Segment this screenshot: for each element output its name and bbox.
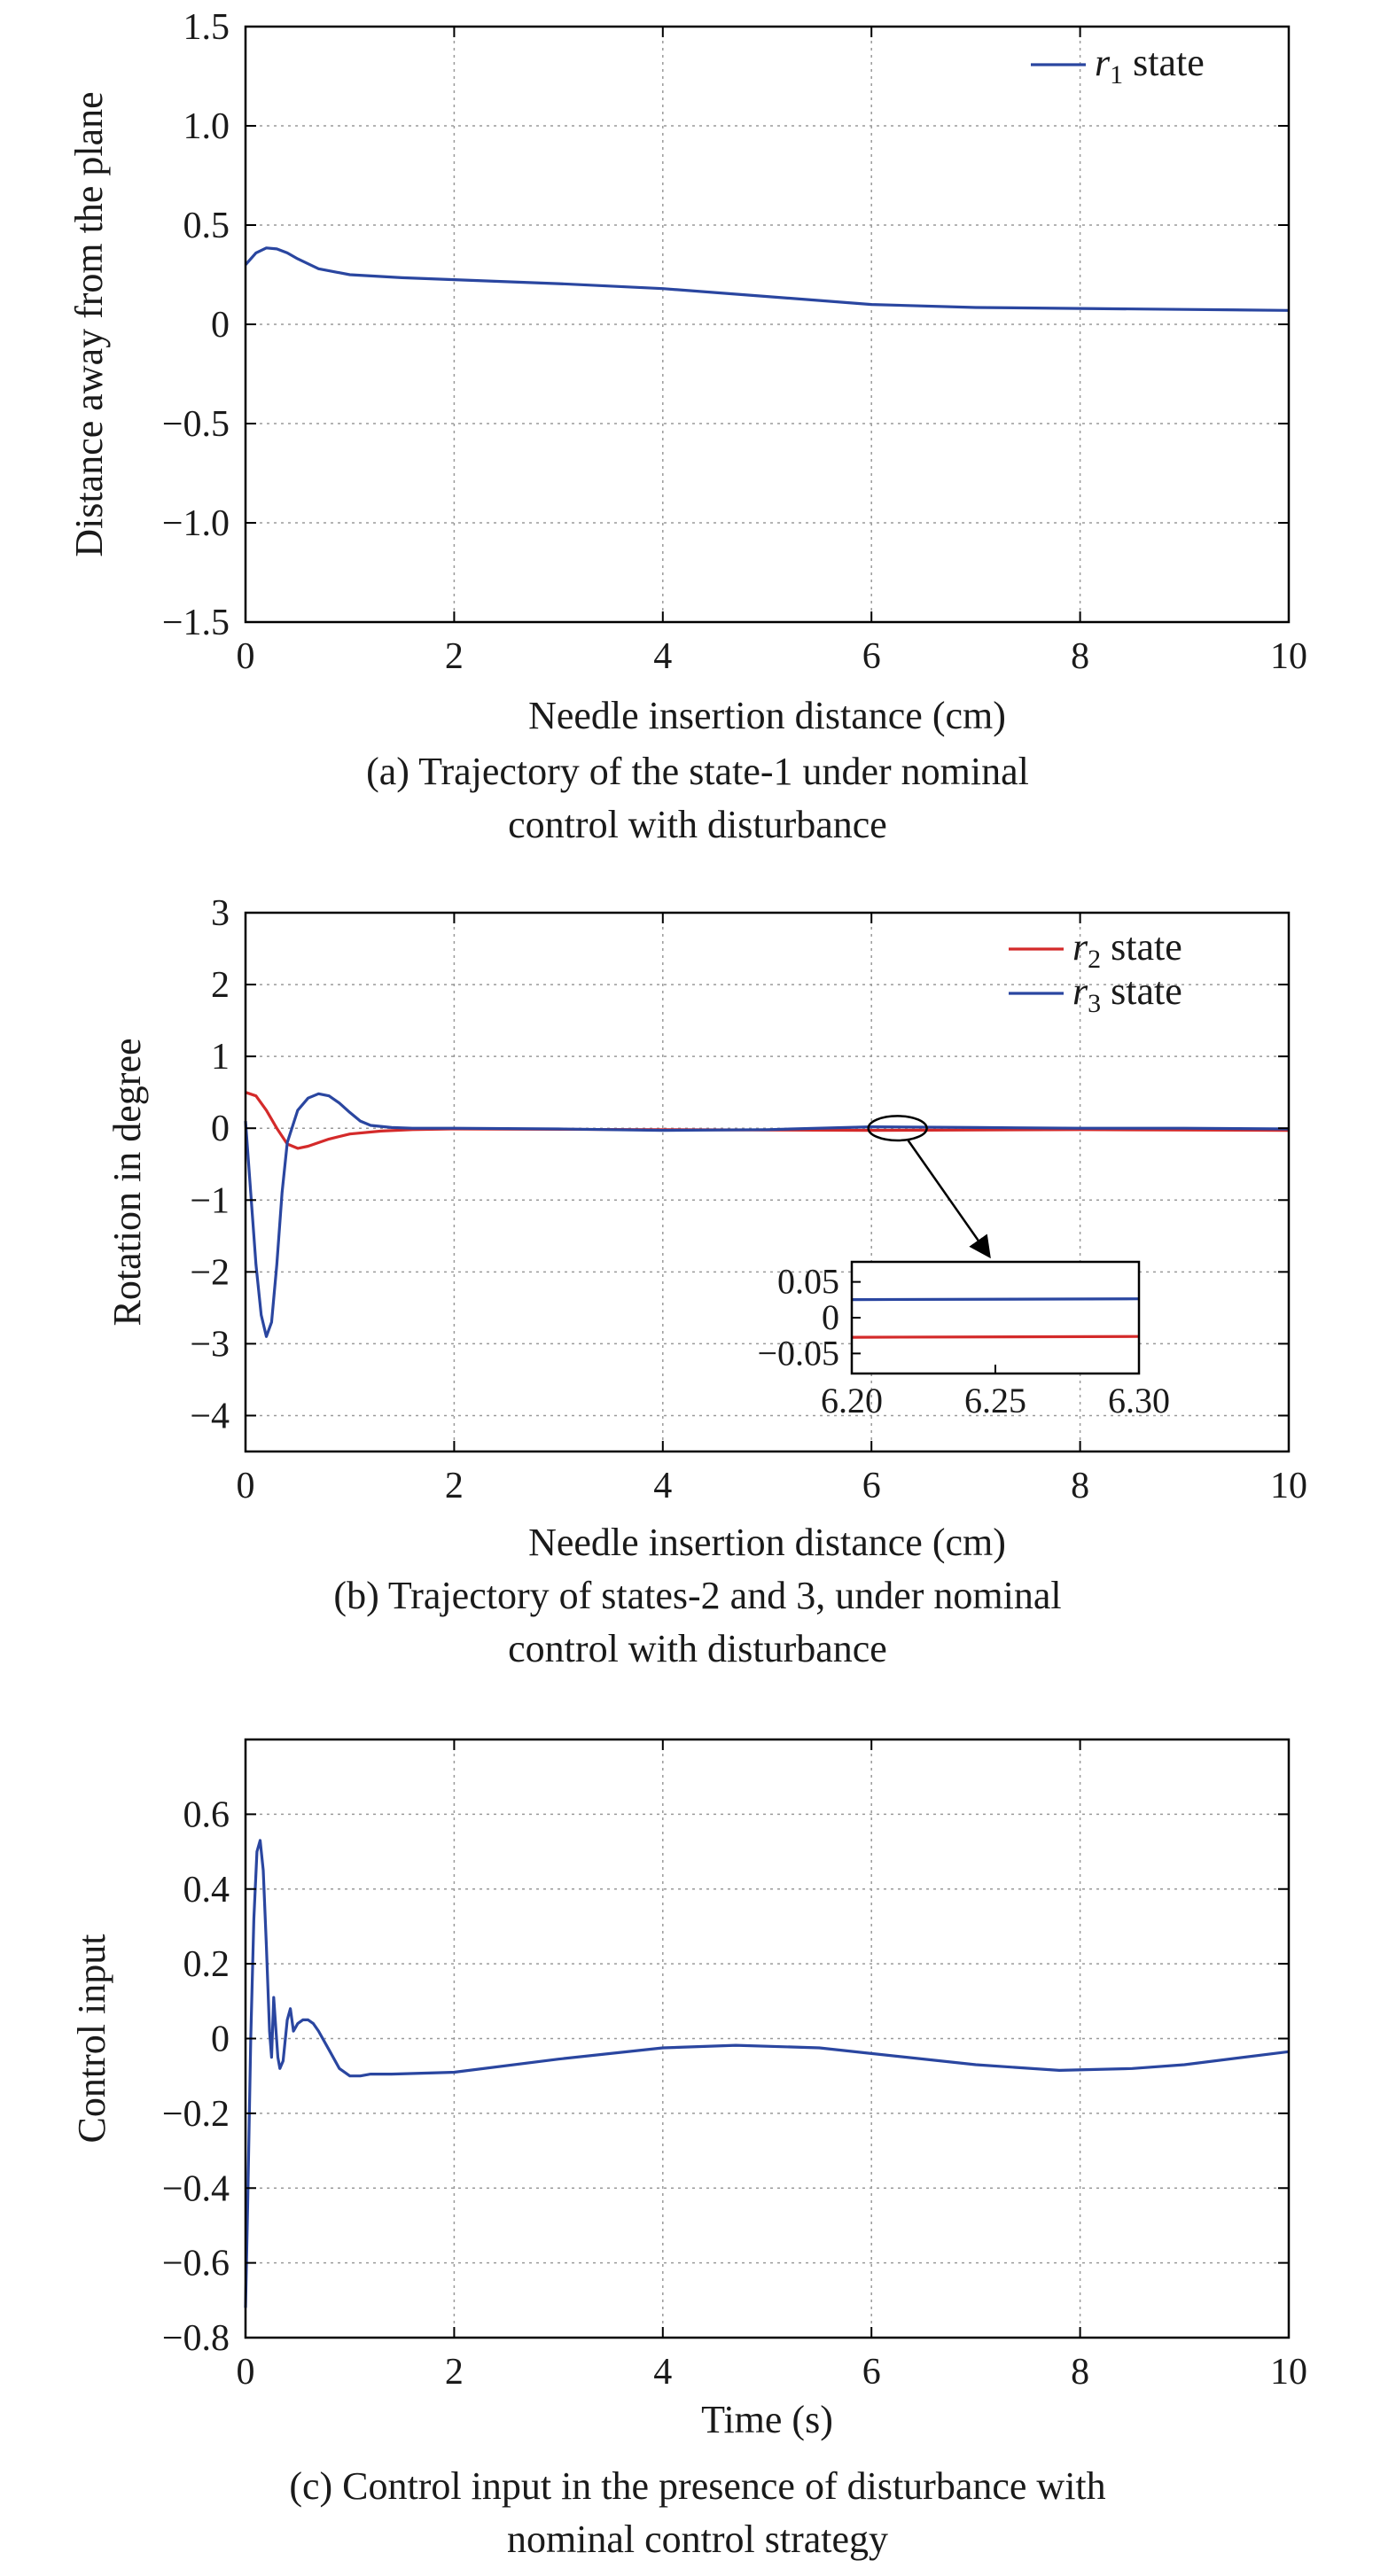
y-tick-label: −2 (190, 1252, 230, 1293)
y-tick-label: 0 (211, 1109, 230, 1149)
y-tick-label: 1.0 (183, 106, 230, 147)
x-tick-label: 2 (445, 1466, 464, 1506)
y-tick-label: −0.6 (162, 2244, 230, 2284)
grid-c (246, 1739, 1289, 2338)
y-tick-label: 0 (211, 2020, 230, 2060)
panel-c: 0 2 4 6 8 10 0.6 0.4 0.2 0 −0.2 −0.4 −0.6 −0.8 Time (… (70, 1738, 1307, 2561)
x-tick-label: 10 (1270, 2352, 1307, 2393)
inset-y-tick-label: −0.05 (757, 1333, 839, 1373)
series-layer-c (244, 1839, 1290, 2308)
y-axis-label-b: Rotation in degree (105, 1038, 149, 1326)
legend-symbol-r1: r (1095, 41, 1111, 84)
legend-rest-r1: state (1123, 41, 1205, 84)
x-tick-label: 10 (1270, 636, 1307, 677)
legend-subscript-r1: 1 (1110, 60, 1123, 89)
x-tick-label: 0 (237, 2352, 255, 2393)
legend-rest-r2: state (1101, 925, 1182, 969)
inset-x-tick-label: 6.30 (1108, 1381, 1170, 1420)
y-tick-label: −0.2 (162, 2094, 230, 2135)
legend-label-r1: r1 state (1095, 41, 1205, 89)
y-axis-label-a: Distance away from the plane (67, 91, 111, 556)
y-tick-label: 0.5 (183, 206, 230, 246)
zoom-highlight-ellipse (867, 1115, 928, 1142)
x-axis-label-b: Needle insertion distance (cm) (528, 1521, 1006, 1564)
zoom-inset: 0.050−0.05 6.20 6.25 6.30 (757, 1260, 1170, 1420)
x-tick-label: 8 (1071, 636, 1089, 677)
zoom-arrow (907, 1140, 991, 1259)
y-tick-label: 1.5 (183, 7, 230, 48)
plot-frame-b (244, 911, 1291, 1453)
inset-background (852, 1262, 1139, 1374)
x-tick-label: 4 (653, 2352, 672, 2393)
inset-series-line-1 (851, 1335, 1140, 1339)
x-tick-label: 6 (862, 2352, 881, 2393)
inset-y-tick-label: 0.05 (777, 1262, 839, 1302)
inset-y-tick-label: 0 (822, 1297, 839, 1337)
legend-subscript-r2: 2 (1088, 945, 1101, 974)
series-line-a-0 (244, 246, 1290, 312)
series-layer-a (244, 246, 1290, 312)
x-tick-label: 0 (237, 1466, 255, 1506)
legend-symbol-r2: r (1072, 925, 1088, 969)
series-layer-b (244, 1091, 1290, 1338)
y-tick-label: −0.5 (162, 404, 230, 445)
x-axis-label-c: Time (s) (701, 2398, 833, 2441)
series-line-b-1 (244, 1092, 1290, 1338)
x-axis-label-a: Needle insertion distance (cm) (528, 694, 1006, 737)
y-tick-label: −3 (190, 1324, 230, 1365)
caption-c-line1: (c) Control input in the presence of dis… (289, 2464, 1105, 2508)
y-tick-label: 3 (211, 893, 230, 934)
y-tick-label: 0.6 (183, 1794, 230, 1835)
panel-a: 0 2 4 6 8 10 1.5 1.0 0.5 0 −0.5 −1.0 −1.5 Needle ins… (67, 7, 1307, 846)
y-tick-label: −0.4 (162, 2168, 230, 2209)
y-tick-label: 0 (211, 305, 230, 346)
x-tick-label: 2 (445, 2352, 464, 2393)
caption-a-line2: control with disturbance (508, 803, 887, 846)
inset-series-line-0 (851, 1297, 1140, 1302)
x-tick-label: 2 (445, 636, 464, 677)
ticks-a: 0 2 4 6 8 10 1.5 1.0 0.5 0 −0.5 −1.0 −1.5 (162, 7, 1307, 677)
caption-a-line1: (a) Trajectory of the state-1 under nomi… (366, 750, 1029, 793)
legend-symbol-r3: r (1072, 969, 1088, 1013)
y-tick-label: −1.0 (162, 503, 230, 544)
y-tick-label: 1 (211, 1037, 230, 1078)
y-tick-label: 2 (211, 965, 230, 1006)
y-tick-label: −4 (190, 1396, 230, 1436)
x-tick-label: 8 (1071, 1466, 1089, 1506)
inset-x-tick-label: 6.20 (821, 1381, 883, 1420)
y-tick-label: 0.4 (183, 1870, 230, 1911)
x-tick-label: 8 (1071, 2352, 1089, 2393)
legend-b: r2 state r3 state (1009, 925, 1182, 1018)
y-tick-label: −1 (190, 1180, 230, 1221)
legend-rest-r3: state (1101, 969, 1182, 1013)
ticks-c: 0 2 4 6 8 10 0.6 0.4 0.2 0 −0.2 −0.4 −0.6 −0.8 (162, 1739, 1307, 2393)
y-tick-label: 0.2 (183, 1944, 230, 1985)
x-tick-label: 4 (653, 636, 672, 677)
grid-a (246, 27, 1289, 622)
caption-b-line1: (b) Trajectory of states-2 and 3, under … (333, 1574, 1061, 1617)
inset-x-tick-label: 6.25 (964, 1381, 1026, 1420)
x-tick-label: 6 (862, 636, 881, 677)
y-tick-label: −1.5 (162, 603, 230, 643)
legend-subscript-r3: 3 (1088, 989, 1101, 1018)
legend-a: r1 state (1031, 41, 1205, 89)
legend-label-r3: r3 state (1072, 969, 1182, 1018)
caption-c-line2: nominal control strategy (507, 2518, 888, 2561)
y-tick-label: −0.8 (162, 2318, 230, 2359)
y-axis-label-c: Control input (70, 1934, 113, 2144)
series-line-c-0 (244, 1839, 1290, 2308)
legend-label-r2: r2 state (1072, 925, 1182, 974)
series-line-b-0 (245, 1091, 1290, 1150)
x-tick-label: 0 (237, 636, 255, 677)
caption-b-line2: control with disturbance (508, 1627, 887, 1670)
x-tick-label: 10 (1270, 1466, 1307, 1506)
x-tick-label: 6 (862, 1466, 881, 1506)
x-tick-label: 4 (653, 1466, 672, 1506)
